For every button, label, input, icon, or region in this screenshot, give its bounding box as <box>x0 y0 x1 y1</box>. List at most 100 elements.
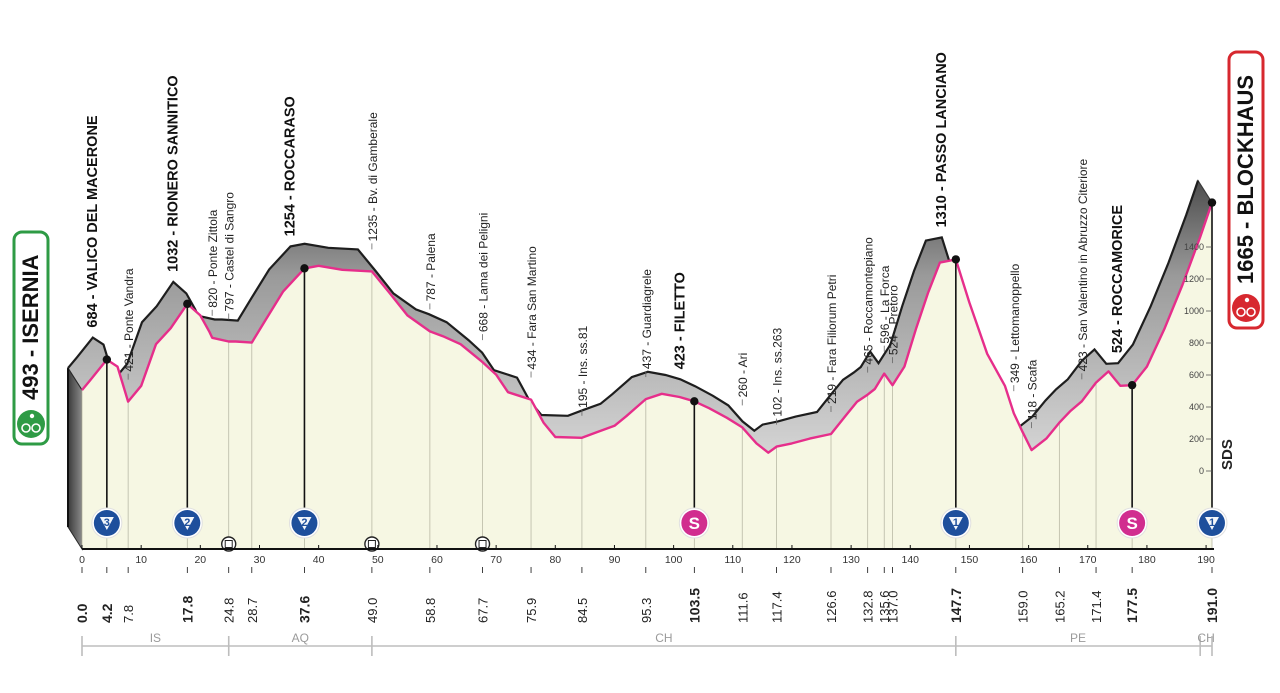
km-marker-label: 28.7 <box>245 598 260 623</box>
distance-tick-label: 20 <box>194 554 206 566</box>
km-marker-label: 67.7 <box>476 598 491 623</box>
place-label: 820 - Ponte Zittola <box>206 209 220 307</box>
summit-label: 1310 - PASSO LANCIANO <box>934 52 950 227</box>
km-marker-label: 75.9 <box>524 598 539 623</box>
summit-label: 423 - FILETTO <box>672 272 688 369</box>
place-label: 596 - La Forca <box>878 265 892 343</box>
place-label: 423 - San Valentino in Abruzzo Citeriore <box>1076 158 1090 371</box>
km-marker-label: 111.6 <box>735 592 750 623</box>
summit-dot <box>1127 380 1137 390</box>
finish-badge-wheel-icon <box>1246 307 1256 317</box>
distance-tick-label: 120 <box>783 554 801 566</box>
profile-side-wall <box>67 366 83 551</box>
km-marker-label: 37.6 <box>296 596 312 623</box>
place-label: 219 - Fara Filiorum Petri <box>825 275 839 404</box>
place-label: 465 - Roccamontepiano <box>862 237 876 365</box>
distance-tick-label: 130 <box>842 554 860 566</box>
kom-category: 2 <box>301 517 307 529</box>
feed-zone-icon-inner <box>478 540 487 548</box>
place-label: 260 - Ari <box>736 353 750 398</box>
altitude-tick-label: 1000 <box>1184 306 1204 316</box>
km-marker-label: 117.4 <box>770 591 785 623</box>
kom-triangle-icon <box>1205 517 1219 530</box>
distance-tick-label: 150 <box>961 554 979 566</box>
distance-tick-label: 0 <box>79 554 85 566</box>
place-label: 524 - Pretoro <box>887 285 901 355</box>
feed-zone-icon-inner <box>367 540 376 548</box>
place-label: 349 - Lettomanoppello <box>1008 263 1022 383</box>
province-label: CH <box>655 631 672 645</box>
start-badge-label: 493 - ISERNIA <box>18 254 43 400</box>
kom-triangle-icon <box>99 517 114 530</box>
feed-zone-icon-inner <box>224 540 233 548</box>
finish-badge-frame <box>1227 50 1265 330</box>
distance-tick-label: 10 <box>135 554 147 566</box>
km-marker-label: 58.8 <box>423 598 438 623</box>
km-marker-label: 191.0 <box>1204 588 1220 623</box>
distance-tick-label: 30 <box>254 554 266 566</box>
km-marker-label: 95.3 <box>639 598 654 623</box>
finish-badge-wheel-icon <box>1236 307 1246 317</box>
altitude-tick-label: 1400 <box>1184 242 1204 252</box>
km-marker-label: 177.5 <box>1124 588 1140 623</box>
altitude-tick-label: 1200 <box>1184 274 1204 284</box>
km-marker-label: 24.8 <box>222 598 237 623</box>
place-label: 437 - Guardiagrele <box>640 269 654 369</box>
kom-category: 1 <box>1209 517 1215 529</box>
sprint-label: S <box>1126 514 1137 533</box>
summit-label: 1254 - ROCCARASO <box>282 96 298 236</box>
altitude-tick-label: 0 <box>1199 466 1204 476</box>
province-label: AQ <box>292 631 309 645</box>
summit-dot <box>102 355 112 364</box>
kom-triangle-icon <box>948 517 963 530</box>
sprint-badge <box>1119 510 1146 536</box>
place-label: 787 - Palena <box>424 233 438 301</box>
km-marker-label: 165.2 <box>1052 590 1067 623</box>
summit-dot <box>300 264 309 273</box>
province-label: CH <box>1197 631 1214 645</box>
place-label: 118 - Scafa <box>1026 359 1040 420</box>
km-marker-label: 7.8 <box>121 605 136 623</box>
finish-badge-rider-icon <box>1244 297 1250 303</box>
km-marker-label: 171.4 <box>1089 590 1104 623</box>
distance-tick-label: 170 <box>1079 554 1097 566</box>
place-label: 668 - Lama dei Peligni <box>477 213 491 332</box>
summit-label: 684 - VALICO DEL MACERONE <box>85 115 101 327</box>
kom-triangle-icon <box>180 517 195 530</box>
distance-tick-label: 80 <box>549 554 561 566</box>
km-marker-label: 137.0 <box>886 590 901 623</box>
place-label: 797 - Castel di Sangro <box>223 192 237 312</box>
distance-tick-label: 60 <box>431 554 443 566</box>
place-label: 434 - Fara San Martino <box>525 246 539 370</box>
summit-dot <box>183 299 192 309</box>
km-marker-label: 103.5 <box>686 588 702 623</box>
summit-label: 524 - ROCCAMORICE <box>1110 205 1126 354</box>
province-label: IS <box>150 631 161 645</box>
summit-label: 1032 - RIONERO SANNITICO <box>165 75 181 272</box>
kom-category: 3 <box>104 517 110 529</box>
start-badge-wheel-icon <box>21 423 31 433</box>
kom-category: 2 <box>184 517 190 529</box>
place-label: 1235 - Bv. di Gamberale <box>366 112 380 242</box>
km-marker-label: 159.0 <box>1016 590 1031 623</box>
kom-triangle-icon <box>297 517 312 530</box>
distance-tick-label: 180 <box>1138 554 1156 566</box>
distance-tick-label: 40 <box>313 554 325 566</box>
finish-badge-label: 1665 - BLOCKHAUS <box>1233 75 1258 284</box>
summit-dot <box>690 397 699 406</box>
altitude-tick-label: 600 <box>1189 370 1204 380</box>
km-marker-label: 135.6 <box>877 590 892 623</box>
altitude-tick-label: 800 <box>1189 338 1204 348</box>
place-label: 102 - Ins. ss.263 <box>771 328 785 417</box>
distance-tick-label: 190 <box>1197 554 1215 566</box>
km-marker-label: 17.8 <box>179 596 195 623</box>
place-label: 195 - Ins. ss.81 <box>576 325 590 407</box>
start-badge-frame <box>12 230 50 446</box>
km-marker-label: 126.6 <box>824 590 839 623</box>
altitude-tick-label: 200 <box>1189 434 1204 444</box>
altitude-tick-label: 400 <box>1189 402 1204 412</box>
summit-dot <box>1207 198 1217 207</box>
distance-tick-label: 50 <box>372 554 384 566</box>
